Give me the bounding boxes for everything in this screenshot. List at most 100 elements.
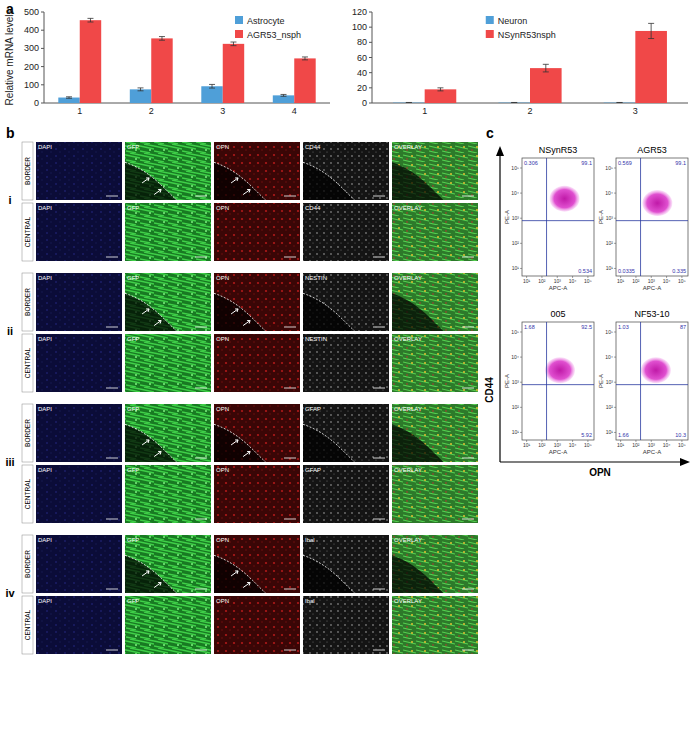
micrograph: Ibal <box>303 535 389 593</box>
panel-label: b <box>6 125 15 141</box>
image <box>392 535 478 593</box>
subpanel-numeral: ii <box>7 325 13 337</box>
channel-label: DAPI <box>38 467 52 473</box>
y-tick <box>614 331 616 332</box>
error-bar <box>543 64 549 72</box>
population <box>641 357 671 383</box>
scale-bar <box>106 519 118 520</box>
quadrant-value: 0.335 <box>672 268 686 274</box>
x-tick-label: 1 <box>77 106 82 116</box>
y-tick-label: 10³ <box>606 379 614 385</box>
y-tick-label: 10³ <box>606 215 614 221</box>
y-tick-label: 10⁴ <box>511 190 519 196</box>
error-cap <box>159 36 165 37</box>
arrow <box>154 452 161 457</box>
scale-bar <box>373 388 385 389</box>
y-tick-label: 10¹ <box>512 265 520 271</box>
quadrant-value: 87 <box>680 324 686 330</box>
bars <box>58 18 315 103</box>
bar <box>635 31 667 103</box>
micro-subpanel: iBORDERDAPIGFPOPNCD44OVERLAYCENTRALDAPIG… <box>8 142 478 261</box>
scale-bar <box>284 589 296 590</box>
scale-bar <box>462 327 474 328</box>
outside-region <box>392 293 444 331</box>
micrograph: OVERLAY <box>392 465 478 523</box>
error-cap <box>648 38 654 39</box>
panel-label: c <box>486 125 494 141</box>
error-cap <box>230 42 236 43</box>
micrograph: GFP <box>125 142 211 200</box>
error-cap <box>617 102 623 103</box>
micrograph: GFP <box>125 596 211 654</box>
image <box>392 596 478 654</box>
y-tick <box>520 331 522 332</box>
micrograph: NESTIN <box>303 273 389 331</box>
scale-bar <box>373 458 385 459</box>
micrograph: Ibal <box>303 596 389 654</box>
bar <box>223 44 244 103</box>
error-cap <box>437 87 443 88</box>
image <box>303 334 389 392</box>
scale-bar <box>195 458 207 459</box>
image <box>303 535 389 593</box>
row-label-box <box>22 596 33 654</box>
bar-chart: 020406080100120123NeuronNSynR53nsph <box>352 7 688 116</box>
scale-bar <box>106 257 118 258</box>
y-tick-label: 10³ <box>512 379 520 385</box>
x-tick-label: 10³ <box>554 278 562 284</box>
x-tick-label: 10⁵ <box>584 278 592 284</box>
x-tick-label: 10² <box>538 442 546 448</box>
channel-label: OPN <box>216 144 229 150</box>
y-tick-label: 10³ <box>512 215 520 221</box>
x-tick-label: 10¹ <box>523 278 531 284</box>
channel-label: DAPI <box>38 537 52 543</box>
row-label: BORDER <box>24 288 31 316</box>
channel-label: OVERLAY <box>394 205 422 211</box>
scale-bar <box>462 519 474 520</box>
bar <box>393 102 425 103</box>
channel-label: OVERLAY <box>394 336 422 342</box>
channel-label: DAPI <box>38 598 52 604</box>
scale-bar <box>106 589 118 590</box>
y-tick <box>614 243 616 244</box>
error-line <box>140 88 141 91</box>
micrograph: DAPI <box>36 273 122 331</box>
border-line <box>303 162 355 200</box>
image <box>125 334 211 392</box>
micro-subpanel: iiiBORDERDAPIGFPOPNGFAPOVERLAYCENTRALDAP… <box>5 404 478 523</box>
legend-label: Neuron <box>498 16 528 26</box>
error-line <box>161 37 162 41</box>
x-tick-label: 10² <box>632 442 640 448</box>
image <box>303 465 389 523</box>
scale-bar <box>195 589 207 590</box>
micrograph: DAPI <box>36 404 122 462</box>
plot-title: NF53-10 <box>634 309 669 319</box>
image <box>36 596 122 654</box>
x-tick-label: 10² <box>538 278 546 284</box>
channel-label: OVERLAY <box>394 537 422 543</box>
legend-swatch <box>235 16 243 24</box>
y-tick-label: 400 <box>24 25 39 35</box>
bar <box>294 58 315 103</box>
arrow <box>231 440 238 445</box>
outside-region <box>125 293 177 331</box>
arrow <box>243 190 250 195</box>
y-tick-label: 80 <box>357 37 367 47</box>
image <box>125 273 211 331</box>
image <box>36 465 122 523</box>
channel-label: GFP <box>127 275 139 281</box>
channel-label: DAPI <box>38 336 52 342</box>
y-tick-label: 0 <box>362 98 367 108</box>
y-tick <box>41 66 44 67</box>
outside-region <box>214 162 266 200</box>
channel-label: OPN <box>216 467 229 473</box>
scale-bar <box>462 589 474 590</box>
x-axis-label: APC-A <box>643 449 661 455</box>
y-tick-label: 100 <box>352 22 367 32</box>
quadrant-value: 10.3 <box>675 432 686 438</box>
arrow-head <box>496 146 504 156</box>
quadrant-value: 0.534 <box>578 268 592 274</box>
scale-bar <box>462 257 474 258</box>
scale-bar <box>106 196 118 197</box>
y-tick-label: 10⁵ <box>511 165 519 171</box>
